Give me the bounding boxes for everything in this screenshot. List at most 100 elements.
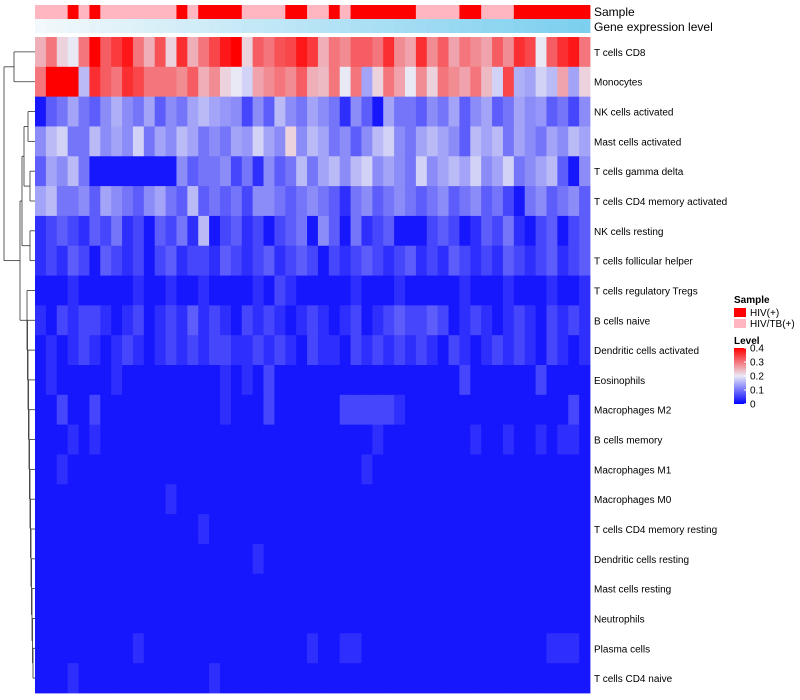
heatmap-cell bbox=[492, 186, 504, 217]
heatmap-cell bbox=[568, 543, 580, 575]
heatmap-cell bbox=[296, 305, 308, 336]
sample-annotation-cell bbox=[263, 5, 275, 19]
heatmap-cell bbox=[317, 365, 330, 396]
heatmap-cell bbox=[67, 215, 79, 247]
heatmap-cell bbox=[350, 245, 362, 276]
heatmap-cell bbox=[361, 186, 373, 217]
heatmap-cell bbox=[241, 484, 254, 515]
expression-annotation-cell bbox=[546, 19, 558, 33]
heatmap-cell bbox=[241, 96, 254, 127]
sample-annotation-cell bbox=[35, 5, 47, 19]
heatmap-cell bbox=[241, 365, 254, 396]
heatmap-cell bbox=[415, 514, 428, 545]
heatmap-cell bbox=[241, 126, 254, 157]
heatmap-cell bbox=[154, 454, 166, 485]
heatmap-cell bbox=[361, 215, 373, 247]
heatmap-cell bbox=[122, 573, 134, 604]
heatmap-cell bbox=[394, 573, 406, 604]
expression-annotation-cell bbox=[132, 19, 145, 33]
heatmap-cell bbox=[394, 245, 406, 276]
heatmap-cell bbox=[513, 543, 526, 575]
heatmap-cell bbox=[165, 275, 177, 306]
heatmap-cell bbox=[470, 573, 482, 604]
heatmap-cell bbox=[209, 305, 221, 336]
heatmap-cell bbox=[383, 96, 395, 127]
heatmap-cell bbox=[448, 543, 460, 575]
heatmap-cell bbox=[405, 543, 417, 575]
expression-annotation-cell bbox=[448, 19, 460, 33]
heatmap-cell bbox=[317, 335, 330, 366]
heatmap-cell bbox=[405, 484, 417, 515]
row-label: NK cells resting bbox=[594, 227, 663, 238]
heatmap-cell bbox=[328, 484, 341, 515]
heatmap-cell bbox=[524, 543, 536, 575]
heatmap-cell bbox=[350, 394, 362, 426]
heatmap-cell bbox=[524, 454, 536, 485]
heatmap-cell bbox=[263, 424, 275, 455]
expression-annotation-cell bbox=[35, 19, 47, 33]
heatmap-cell bbox=[448, 335, 460, 366]
heatmap-cell bbox=[78, 186, 90, 217]
heatmap-cell bbox=[176, 514, 188, 545]
sample-annotation-cell bbox=[187, 5, 199, 19]
heatmap-cell bbox=[361, 66, 373, 98]
heatmap-cell bbox=[492, 335, 504, 366]
heatmap-cell bbox=[45, 96, 58, 127]
heatmap-cell bbox=[307, 215, 319, 247]
heatmap-cell bbox=[524, 394, 536, 426]
heatmap-cell bbox=[176, 543, 188, 575]
heatmap-cell bbox=[350, 305, 362, 336]
heatmap-cells bbox=[35, 37, 591, 694]
heatmap-cell bbox=[426, 633, 439, 664]
heatmap-cell bbox=[350, 275, 362, 306]
heatmap-cell bbox=[296, 663, 308, 694]
heatmap-cell bbox=[165, 603, 177, 634]
row-label: Monocytes bbox=[594, 78, 642, 89]
expression-annotation-cell bbox=[252, 19, 264, 33]
heatmap-cell bbox=[383, 245, 395, 276]
heatmap-cell bbox=[45, 365, 58, 396]
heatmap-cell bbox=[263, 484, 275, 515]
heatmap-cell bbox=[35, 633, 47, 664]
heatmap-cell bbox=[307, 543, 319, 575]
heatmap-cell bbox=[263, 454, 275, 485]
heatmap-cell bbox=[132, 424, 145, 455]
heatmap-cell bbox=[492, 275, 504, 306]
heatmap-cell bbox=[339, 394, 351, 426]
heatmap-cell bbox=[405, 335, 417, 366]
heatmap-cell bbox=[285, 96, 297, 127]
heatmap-cell bbox=[546, 335, 558, 366]
heatmap-cell bbox=[67, 633, 79, 664]
heatmap-cell bbox=[405, 424, 417, 455]
expression-annotation-cell bbox=[165, 19, 177, 33]
heatmap-cell bbox=[89, 573, 101, 604]
heatmap-cell bbox=[296, 484, 308, 515]
heatmap-cell bbox=[111, 96, 123, 127]
heatmap-cell bbox=[56, 305, 69, 336]
heatmap-cell bbox=[143, 663, 156, 694]
heatmap-cell bbox=[361, 126, 373, 157]
heatmap-cell bbox=[89, 37, 101, 68]
heatmap-cell bbox=[252, 424, 264, 455]
heatmap-cell bbox=[78, 454, 90, 485]
heatmap-cell bbox=[122, 275, 134, 306]
heatmap-cell bbox=[372, 424, 384, 455]
heatmap-cell bbox=[546, 96, 558, 127]
heatmap-cell bbox=[459, 66, 471, 98]
heatmap-cell bbox=[470, 156, 482, 187]
heatmap-cell bbox=[481, 215, 493, 247]
heatmap-cell bbox=[187, 484, 199, 515]
heatmap-cell bbox=[481, 484, 493, 515]
heatmap-cell bbox=[241, 454, 254, 485]
heatmap-cell bbox=[100, 603, 112, 634]
heatmap-cell bbox=[350, 454, 362, 485]
heatmap-cell bbox=[437, 37, 449, 68]
legend-tick-label: 0.4 bbox=[750, 344, 764, 355]
heatmap-cell bbox=[78, 603, 90, 634]
heatmap-cell bbox=[307, 37, 319, 68]
heatmap-cell bbox=[56, 603, 69, 634]
heatmap-cell bbox=[328, 66, 341, 98]
heatmap-cell bbox=[230, 215, 243, 247]
heatmap-cell bbox=[328, 186, 341, 217]
expression-annotation-cell bbox=[492, 19, 504, 33]
